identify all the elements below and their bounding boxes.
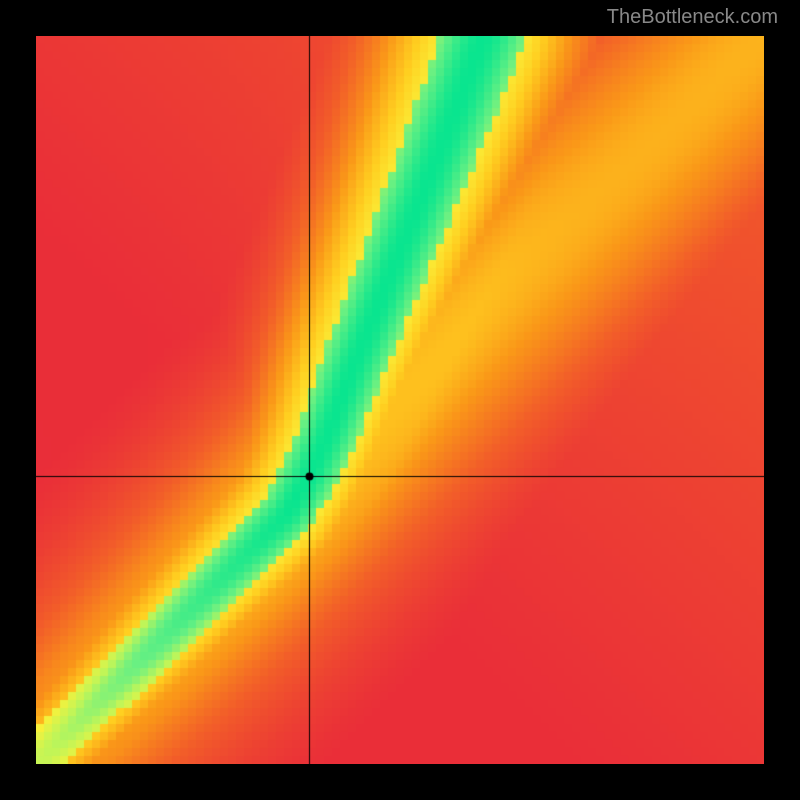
watermark-text: TheBottleneck.com [607,6,778,29]
heatmap-chart [36,36,764,764]
heatmap-canvas [36,36,764,764]
